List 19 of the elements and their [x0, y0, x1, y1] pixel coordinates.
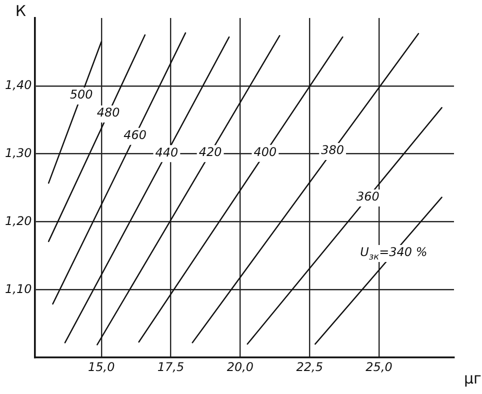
- series-label: 400: [254, 145, 278, 160]
- x-tick-label: 25,0: [366, 360, 393, 374]
- y-tick-label: 1,20: [5, 214, 32, 228]
- series-label: 480: [96, 106, 120, 120]
- y-tick-label: 1,30: [5, 146, 32, 160]
- x-tick-label: 17,5: [157, 360, 184, 374]
- x-tick-label: 20,0: [226, 360, 254, 374]
- x-axis-title: μг: [464, 369, 482, 388]
- x-tick-label: 15,0: [88, 360, 116, 374]
- y-tick-label: 1,10: [5, 282, 32, 296]
- series-label: 440: [155, 145, 179, 160]
- y-axis-title: К: [15, 2, 26, 20]
- y-tick-label: 1,40: [5, 78, 32, 92]
- x-tick-label: 22,5: [296, 360, 323, 374]
- series-label: 360: [356, 190, 380, 204]
- series-label: 460: [124, 128, 147, 142]
- series-label: 380: [321, 143, 344, 158]
- series-label: 500: [70, 88, 94, 102]
- series-label: 420: [198, 145, 222, 160]
